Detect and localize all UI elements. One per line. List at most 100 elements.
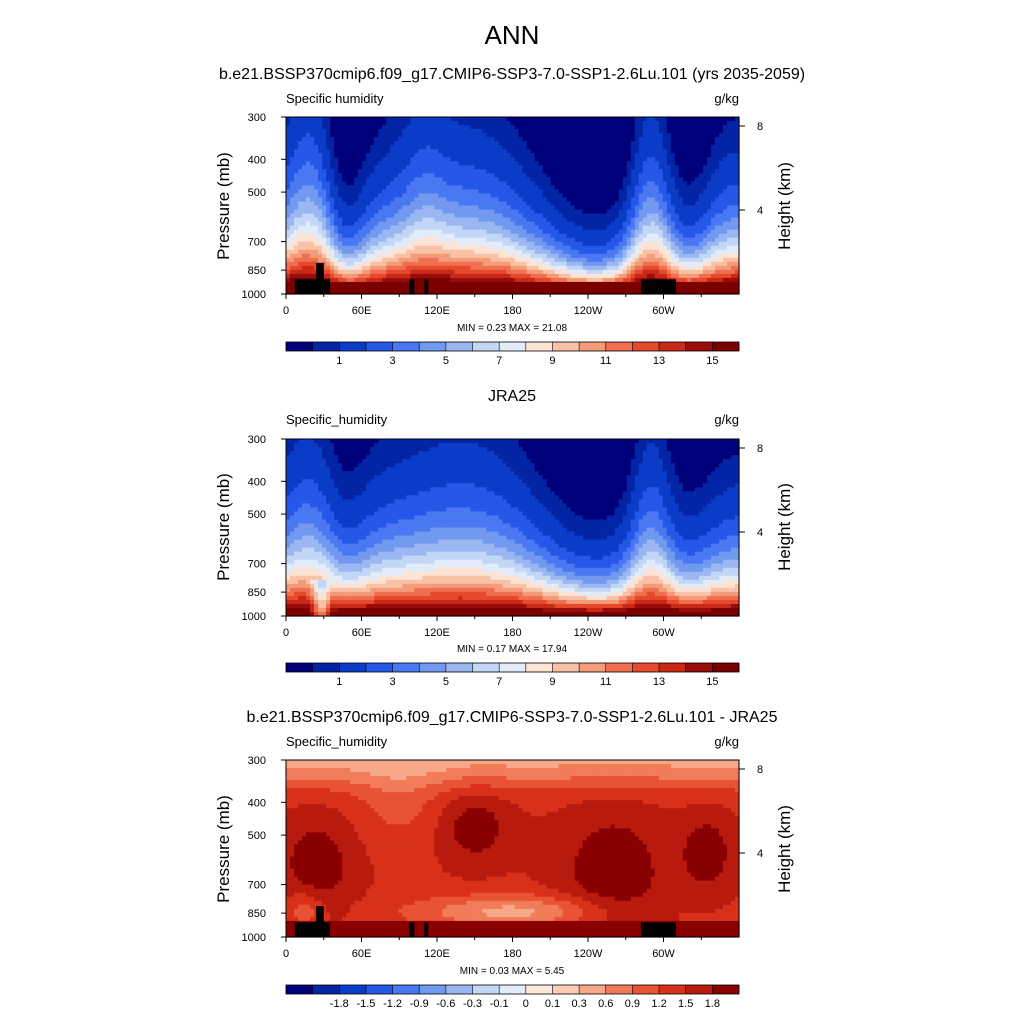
contour-cell — [390, 273, 395, 279]
topography-block — [316, 263, 324, 294]
contour-cell — [682, 161, 688, 166]
contour-cell — [722, 129, 728, 134]
contour-cell — [570, 149, 576, 154]
contour-cell — [310, 221, 315, 227]
contour-cell — [574, 185, 580, 191]
contour-cell — [526, 205, 532, 211]
contour-cell — [702, 117, 708, 122]
contour-cell — [714, 161, 720, 166]
contour-cell — [302, 133, 307, 138]
contour-cell — [694, 141, 700, 146]
contour-cell — [538, 229, 544, 235]
contour-cell — [354, 213, 359, 219]
contour-cell — [734, 289, 740, 295]
contour-cell — [662, 121, 668, 126]
contour-cell — [598, 185, 604, 191]
contour-cell — [454, 117, 459, 122]
contour-cell — [610, 229, 616, 235]
contour-cell — [702, 221, 708, 227]
contour-cell — [598, 129, 604, 134]
contour-cell — [474, 281, 480, 287]
contour-cell — [458, 257, 463, 263]
contour-cell — [578, 229, 584, 235]
contour-cell — [618, 277, 624, 283]
contour-cell — [530, 237, 536, 243]
contour-cell — [474, 253, 480, 259]
contour-cell — [346, 165, 351, 170]
contour-cell — [634, 117, 640, 122]
contour-cell — [670, 137, 676, 142]
contour-cell — [430, 289, 435, 295]
contour-cell — [442, 217, 447, 223]
contour-cell — [594, 185, 600, 191]
contour-cell — [410, 245, 415, 251]
contour-cell — [402, 141, 407, 146]
contour-cell — [358, 257, 363, 263]
contour-cell — [298, 173, 303, 178]
contour-cell — [610, 133, 616, 138]
contour-cell — [422, 241, 427, 247]
contour-cell — [522, 213, 528, 219]
contour-cell — [310, 173, 315, 178]
contour-cell — [526, 265, 532, 271]
contour-cell — [662, 217, 668, 223]
contour-cell — [290, 225, 295, 231]
contour-cell — [598, 189, 604, 195]
contour-cell — [714, 233, 720, 239]
contour-cell — [474, 165, 480, 170]
contour-cell — [390, 213, 395, 219]
contour-cell — [566, 193, 572, 199]
contour-cell — [302, 221, 307, 227]
contour-cell — [610, 277, 616, 283]
contour-cell — [670, 253, 676, 259]
contour-cell — [578, 201, 584, 207]
contour-cell — [730, 281, 736, 287]
contour-cell — [654, 161, 660, 166]
contour-cell — [394, 233, 399, 239]
contour-cell — [582, 225, 588, 231]
contour-cell — [286, 161, 291, 166]
contour-cell — [726, 249, 732, 255]
contour-cell — [326, 125, 331, 130]
contour-cell — [474, 197, 480, 203]
contour-cell — [394, 241, 399, 247]
contour-cell — [298, 245, 303, 251]
contour-cell — [626, 265, 632, 271]
contour-cell — [534, 257, 540, 263]
contour-cell — [674, 225, 680, 231]
contour-cell — [718, 277, 724, 283]
contour-cell — [366, 149, 371, 154]
contour-cell — [594, 221, 600, 227]
contour-cell — [390, 185, 395, 191]
contour-cell — [710, 137, 716, 142]
contour-cell — [642, 117, 648, 122]
contour-cell — [318, 173, 323, 178]
contour-cell — [670, 181, 676, 186]
contour-cell — [482, 161, 488, 166]
contour-cell — [330, 269, 335, 275]
contour-cell — [330, 181, 335, 186]
contour-cell — [626, 245, 632, 251]
contour-cell — [294, 257, 299, 263]
contour-cell — [406, 129, 411, 134]
contour-cell — [654, 153, 660, 158]
contour-cell — [710, 165, 716, 170]
contour-cell — [446, 161, 451, 166]
contour-cell — [558, 117, 564, 122]
contour-cell — [290, 249, 295, 255]
contour-cell — [406, 205, 411, 211]
contour-cell — [642, 161, 648, 166]
contour-cell — [562, 173, 568, 178]
contour-cell — [510, 117, 516, 122]
contour-cell — [538, 149, 544, 154]
contour-cell — [422, 165, 427, 170]
contour-cell — [374, 213, 379, 219]
contour-cell — [446, 281, 451, 287]
contour-cell — [406, 117, 411, 122]
contour-cell — [314, 233, 319, 239]
contour-cell — [350, 233, 355, 239]
contour-cell — [694, 249, 700, 255]
contour-cell — [342, 129, 347, 134]
contour-cell — [522, 161, 528, 166]
contour-cell — [670, 269, 676, 275]
